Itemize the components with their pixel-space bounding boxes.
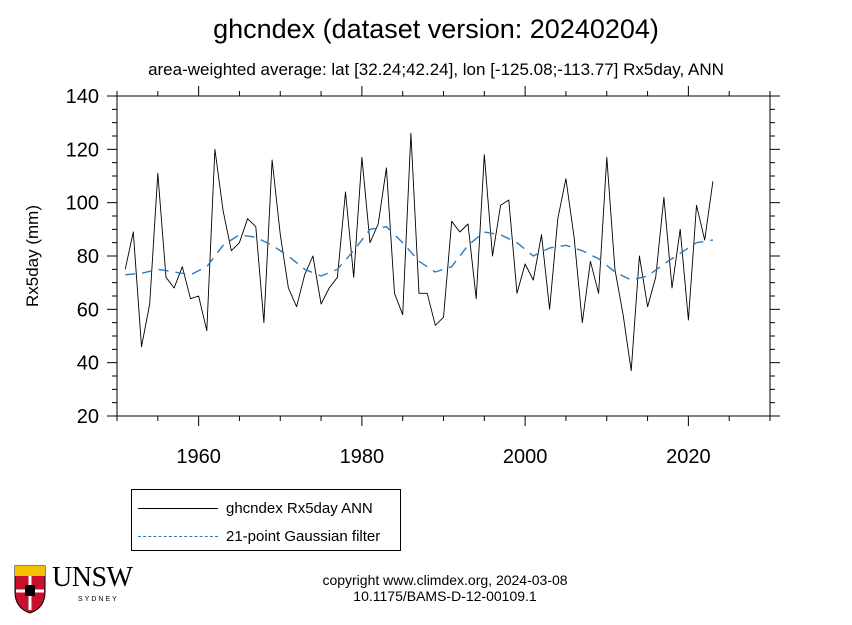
legend-solid-line: [138, 508, 218, 509]
chart-subtitle: area-weighted average: lat [32.24;42.24]…: [148, 60, 724, 79]
y-tick-label: 60: [77, 299, 99, 321]
legend-label-raw: ghcndex Rx5day ANN: [226, 500, 373, 517]
unsw-logo: UNSW SYDNEY: [14, 562, 134, 618]
y-tick-label: 80: [77, 246, 99, 268]
series-gaussian-filter-line: [125, 225, 714, 281]
y-tick-label: 100: [66, 193, 99, 215]
x-tick-label: 1960: [176, 446, 221, 468]
logo-subtext: SYDNEY: [78, 596, 119, 603]
crest-icon: [14, 565, 46, 614]
y-tick-label: 140: [66, 86, 99, 108]
copyright-notice: copyright www.climdex.org, 2024-03-08 10…: [300, 572, 590, 604]
chart-title: ghcndex (dataset version: 20240204): [213, 14, 659, 44]
y-tick-label: 20: [77, 406, 99, 428]
x-tick-label: 2000: [503, 446, 548, 468]
legend: ghcndex Rx5day ANN 21-point Gaussian fil…: [131, 489, 401, 551]
y-axis-label: Rx5day (mm): [23, 205, 42, 307]
legend-dashed-line: [138, 536, 218, 537]
legend-label-filter: 21-point Gaussian filter: [226, 528, 381, 545]
y-tick-label: 40: [77, 353, 99, 375]
copyright-line-1: copyright www.climdex.org, 2024-03-08: [322, 572, 568, 588]
copyright-line-2: 10.1175/BAMS-D-12-00109.1: [353, 588, 537, 604]
series-rx5day-line: [124, 132, 714, 372]
y-tick-label: 120: [66, 139, 99, 161]
plot-frame: [116, 95, 771, 417]
logo-wordmark: UNSW: [52, 562, 133, 593]
x-tick-label: 1980: [340, 446, 385, 468]
legend-entry-raw: ghcndex Rx5day ANN: [132, 496, 400, 522]
x-tick-label: 2020: [666, 446, 711, 468]
legend-entry-filter: 21-point Gaussian filter: [132, 524, 400, 550]
